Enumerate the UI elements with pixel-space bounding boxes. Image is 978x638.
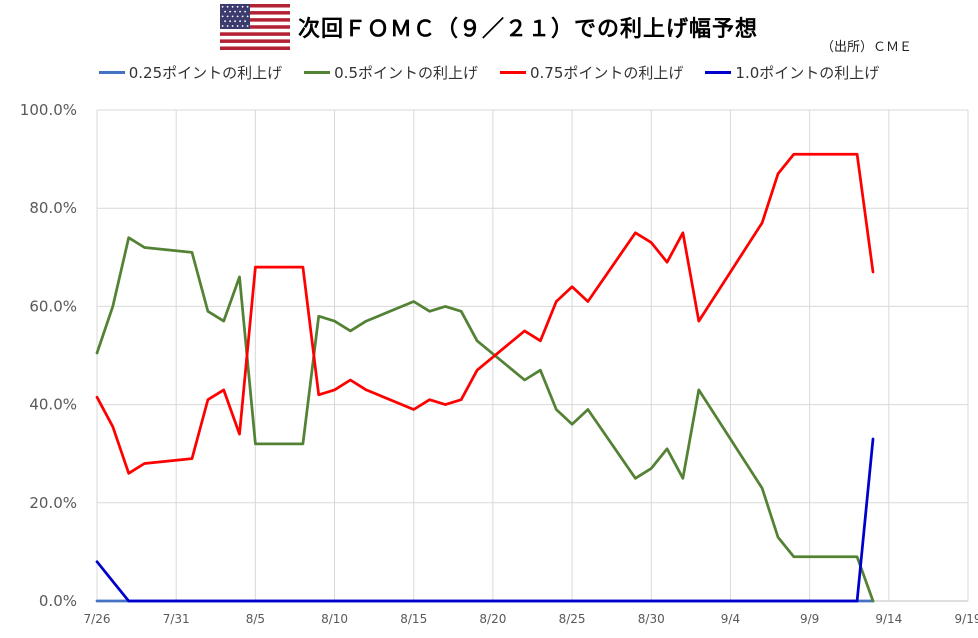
legend-swatch [304,71,331,74]
legend-item-4: 1.0ポイントの利上げ [705,62,879,83]
x-tick-label: 7/31 [163,612,190,626]
y-tick-label: 40.0% [29,396,77,414]
x-tick-label: 8/30 [638,612,665,626]
x-tick-label: 8/5 [246,612,265,626]
y-tick-label: 80.0% [29,199,77,217]
legend-item-3: 0.75ポイントの利上げ [500,62,683,83]
x-tick-label: 9/14 [875,612,902,626]
series-line-2 [95,236,875,603]
legend-label: 1.0ポイントの利上げ [735,64,880,82]
legend-item-1: 0.25ポイントの利上げ [98,62,283,83]
legend-swatch [500,71,526,74]
grid-lines [96,109,969,602]
x-tick-label: 9/19 [955,612,978,626]
y-tick-label: 60.0% [29,297,77,315]
x-tick-label: 7/26 [84,612,111,626]
legend-label: 0.25ポイントの利上げ [128,64,283,82]
x-tick-label: 8/25 [559,612,586,626]
y-tick-label: 20.0% [29,494,77,512]
y-tick-label: 100.0% [20,101,77,119]
series-lines [95,152,875,603]
source-note: （出所）ＣＭＥ [820,40,912,55]
series-line-4 [95,437,875,603]
legend-swatch [705,71,732,74]
legend-label: 0.5ポイントの利上げ [334,64,478,82]
legend-item-2: 0.5ポイントの利上げ [304,62,478,83]
x-tick-label: 9/9 [800,612,819,626]
legend: 0.25ポイントの利上げ 0.5ポイントの利上げ 0.75ポイントの利上げ 1.0ポイ… [0,62,978,83]
y-axis-ticks: 0.0% 20.0% 40.0% 60.0% 80.0% 100.0% [20,101,77,610]
legend-label: 0.75ポイントの利上げ [530,64,684,82]
x-tick-label: 8/15 [400,612,427,626]
x-axis-ticks: 7/26 7/31 8/5 8/10 8/15 8/20 8/25 8/30 9/4 9/9 9/1… [84,612,978,626]
series-line-3 [95,152,875,475]
y-tick-label: 0.0% [39,592,77,610]
x-tick-label: 8/20 [479,612,506,626]
x-tick-label: 9/4 [721,612,740,626]
x-tick-label: 8/10 [321,612,348,626]
legend-swatch [98,71,125,74]
